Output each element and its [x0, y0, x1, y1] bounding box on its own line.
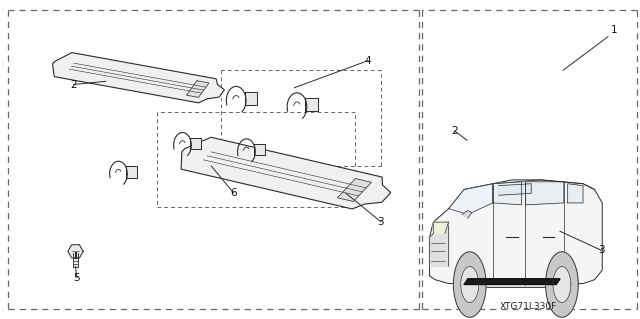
Text: 3: 3 [378, 217, 384, 227]
Polygon shape [454, 252, 486, 317]
Polygon shape [461, 266, 479, 302]
Polygon shape [546, 252, 579, 317]
Text: 1: 1 [611, 25, 618, 35]
Polygon shape [126, 166, 138, 178]
Polygon shape [52, 53, 225, 103]
Text: 6: 6 [230, 188, 237, 198]
Polygon shape [464, 279, 560, 285]
Polygon shape [190, 137, 202, 149]
Text: 2: 2 [70, 79, 77, 90]
Polygon shape [181, 137, 391, 209]
Text: 4: 4 [365, 56, 371, 66]
Polygon shape [305, 99, 318, 111]
Polygon shape [525, 182, 564, 205]
Polygon shape [244, 92, 257, 105]
Polygon shape [499, 184, 531, 195]
Polygon shape [429, 222, 449, 266]
Text: XTG71L330F: XTG71L330F [499, 302, 557, 311]
Text: 3: 3 [598, 245, 605, 256]
Polygon shape [462, 211, 472, 218]
Polygon shape [493, 182, 522, 205]
Polygon shape [553, 266, 571, 302]
Polygon shape [186, 81, 209, 97]
Polygon shape [449, 184, 493, 214]
Polygon shape [429, 180, 602, 287]
Polygon shape [433, 222, 449, 234]
Polygon shape [68, 245, 83, 258]
Polygon shape [73, 253, 78, 267]
Polygon shape [337, 179, 371, 202]
Text: 2: 2 [451, 126, 458, 136]
Text: 5: 5 [74, 272, 80, 283]
Polygon shape [254, 144, 266, 155]
Polygon shape [568, 184, 583, 203]
